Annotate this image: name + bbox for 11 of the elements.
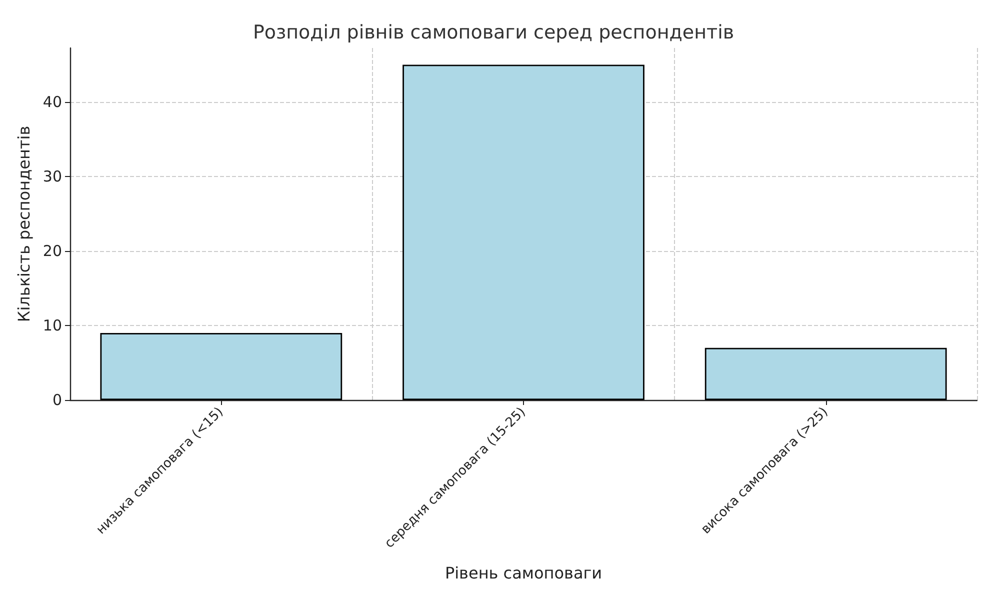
chart-title: Розподіл рівнів самоповаги серед респондентів <box>252 22 734 44</box>
x-axis-title: Рівень самоповаги <box>444 564 602 582</box>
y-tick-label: 20 <box>42 242 62 260</box>
y-tick-label: 0 <box>52 391 62 409</box>
bar <box>402 64 644 400</box>
bar <box>704 348 947 400</box>
y-tick-label: 10 <box>42 316 62 335</box>
y-tick-label: 40 <box>42 93 62 112</box>
y-axis-title: Кількість респондентів <box>14 126 34 322</box>
bar <box>100 332 342 400</box>
y-tick-label: 30 <box>42 168 62 186</box>
